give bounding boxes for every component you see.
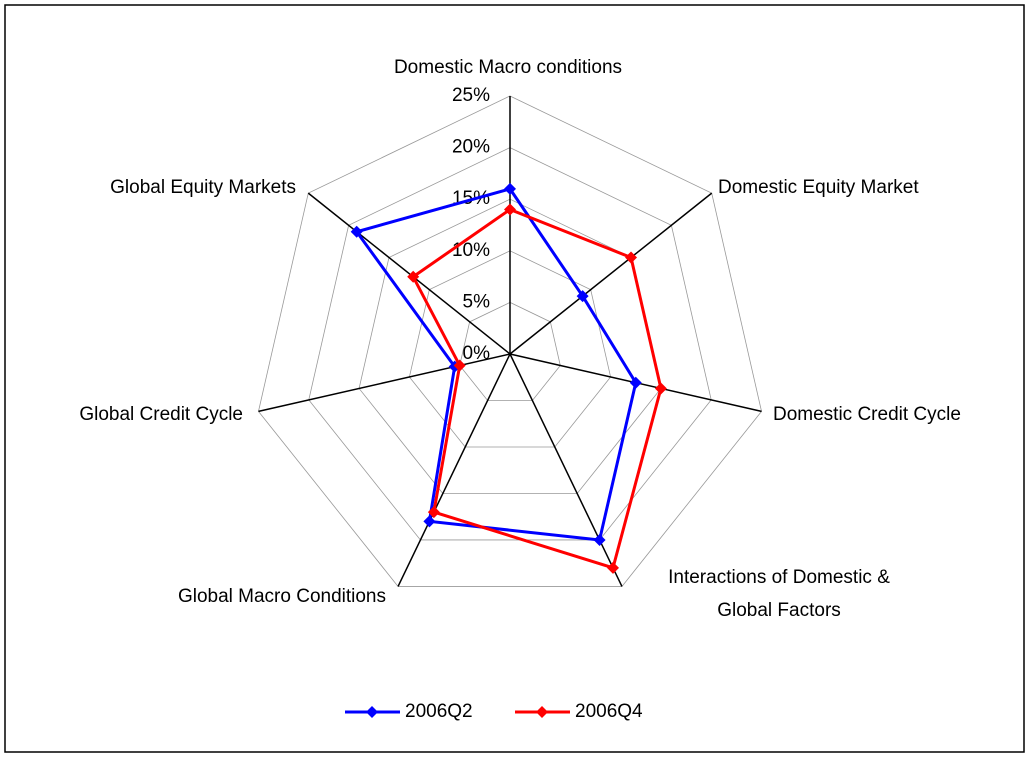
category-label: Global Credit Cycle [79, 404, 243, 425]
marker [629, 376, 642, 389]
marker [350, 225, 363, 238]
axis-spoke [397, 353, 511, 587]
grid-ring [308, 147, 712, 541]
tick-label: 25% [452, 85, 490, 106]
marker [407, 270, 420, 283]
tick-label: 0% [463, 343, 491, 364]
legend-label: 2006Q2 [405, 701, 473, 722]
marker [593, 533, 606, 546]
marker [625, 251, 638, 264]
marker [453, 359, 466, 372]
axis-spoke [307, 192, 511, 355]
tick-label: 5% [463, 291, 491, 312]
marker [606, 561, 619, 574]
grid-ring [258, 95, 762, 587]
marker [504, 203, 516, 216]
legend-marker [536, 706, 548, 718]
legend-marker [366, 706, 378, 718]
legend-label: 2006Q4 [575, 701, 643, 722]
category-label: Domestic Equity Market [718, 177, 919, 198]
category-label: Interactions of Domestic & Global Factors [668, 567, 890, 621]
marker [504, 182, 516, 195]
axis-spoke [258, 353, 511, 413]
tick-label: 10% [452, 240, 490, 261]
category-label: Domestic Credit Cycle [773, 404, 961, 425]
chart-frame [4, 4, 1025, 753]
series-line [411, 207, 663, 570]
series-line [354, 187, 638, 542]
marker [427, 506, 440, 519]
grid-ring [459, 301, 561, 401]
category-label: Global Equity Markets [110, 177, 296, 198]
axis-spoke [509, 353, 623, 587]
marker [423, 515, 436, 528]
marker [654, 382, 667, 395]
category-label: Global Macro Conditions [178, 586, 386, 607]
axis-spoke [509, 192, 713, 355]
marker [576, 290, 589, 303]
tick-label: 20% [452, 137, 490, 158]
category-label: Domestic Macro conditions [394, 57, 622, 78]
